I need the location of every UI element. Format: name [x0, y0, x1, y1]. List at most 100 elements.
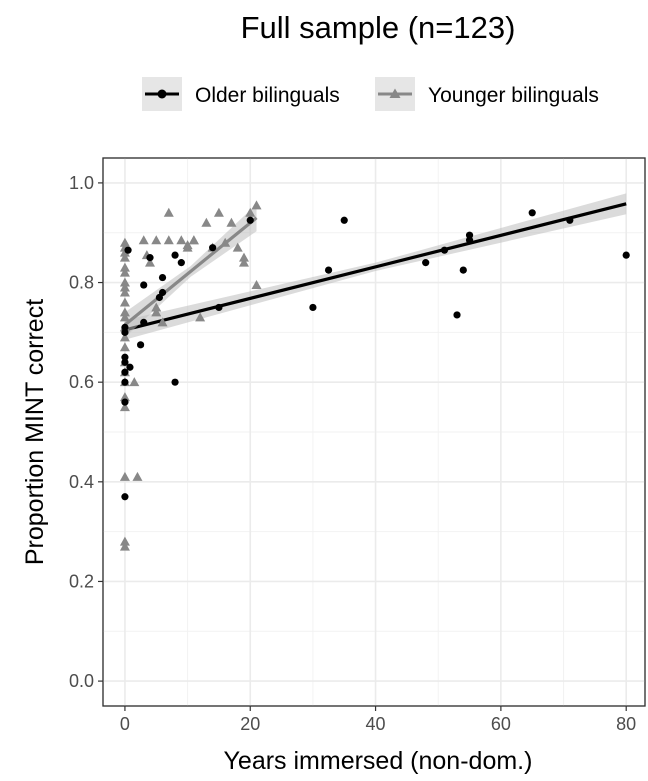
- fit-line-younger: [123, 216, 258, 327]
- y-tick-label: 0.2: [69, 571, 94, 591]
- point-younger: [119, 402, 130, 412]
- point-younger: [195, 312, 206, 322]
- chart-title: Full sample (n=123): [241, 10, 516, 45]
- point-younger: [119, 252, 130, 262]
- point-younger: [151, 235, 162, 245]
- point-older: [209, 244, 217, 252]
- y-axis: 0.0 0.2 0.4 0.6 0.8 1.0: [69, 173, 103, 691]
- point-older: [121, 358, 129, 366]
- y-tick-label: 0.6: [69, 372, 94, 392]
- point-younger: [238, 257, 249, 267]
- point-older: [309, 303, 317, 312]
- point-older: [140, 281, 148, 289]
- point-older: [121, 328, 129, 336]
- point-younger: [238, 252, 249, 262]
- legend-label-younger: Younger bilinguals: [428, 84, 599, 107]
- legend-marker-younger: [389, 88, 401, 98]
- y-tick-label: 0.4: [69, 472, 94, 492]
- point-older: [324, 266, 333, 274]
- point-younger: [119, 247, 130, 257]
- point-younger: [132, 471, 143, 481]
- point-younger: [119, 332, 130, 342]
- point-older: [121, 368, 129, 376]
- point-older: [136, 341, 145, 349]
- point-older: [124, 246, 132, 254]
- legend-label-older: Older bilinguals: [195, 84, 340, 107]
- x-tick-label: 80: [616, 714, 636, 734]
- point-older: [465, 236, 474, 244]
- point-older: [140, 318, 148, 326]
- point-older: [171, 251, 179, 259]
- y-tick-label: 0.0: [69, 671, 94, 691]
- point-younger: [119, 471, 130, 481]
- point-younger: [201, 217, 212, 227]
- point-younger: [163, 207, 174, 217]
- plot-border: [102, 157, 646, 707]
- point-younger: [226, 217, 237, 227]
- point-younger: [151, 307, 162, 317]
- point-younger: [119, 282, 130, 292]
- point-older: [158, 288, 167, 297]
- x-axis: 0 20 40 60 80: [120, 706, 636, 734]
- point-younger: [144, 257, 155, 267]
- legend-marker-older: [157, 89, 167, 99]
- x-tick-label: 0: [120, 714, 130, 734]
- point-older: [121, 353, 129, 361]
- point-older: [528, 209, 536, 217]
- point-younger: [119, 307, 130, 317]
- point-younger: [251, 200, 262, 210]
- point-younger: [119, 541, 130, 551]
- point-younger: [220, 237, 231, 247]
- x-axis-title: Years immersed (non-dom.): [224, 747, 533, 775]
- point-younger: [138, 235, 149, 245]
- point-younger: [119, 297, 130, 307]
- x-tick-label: 40: [366, 714, 386, 734]
- point-older: [121, 398, 129, 406]
- point-older: [453, 311, 461, 319]
- point-younger: [232, 242, 243, 252]
- point-younger: [119, 262, 130, 272]
- point-younger: [119, 287, 130, 297]
- point-older: [440, 246, 449, 254]
- point-younger: [188, 235, 199, 245]
- point-younger: [163, 235, 174, 245]
- point-older: [146, 254, 154, 262]
- point-younger: [176, 235, 187, 245]
- point-younger: [119, 277, 130, 287]
- x-tick-label: 20: [240, 714, 260, 734]
- fit-line-older: [124, 202, 627, 332]
- point-younger: [251, 280, 262, 290]
- y-axis-title: Proportion MINT correct: [21, 299, 49, 565]
- point-younger: [119, 237, 130, 247]
- point-younger: [129, 377, 140, 387]
- point-older: [459, 266, 467, 274]
- x-tick-label: 60: [491, 714, 511, 734]
- point-older: [246, 216, 254, 224]
- point-younger: [151, 302, 162, 312]
- point-older: [465, 231, 474, 239]
- point-older: [340, 216, 348, 224]
- point-older: [121, 323, 129, 331]
- point-older: [177, 259, 185, 267]
- point-older: [171, 378, 179, 386]
- point-younger: [182, 242, 193, 252]
- point-older: [158, 273, 167, 282]
- point-older: [215, 303, 223, 312]
- y-tick-label: 0.8: [69, 273, 94, 293]
- point-older: [126, 363, 134, 371]
- point-younger: [119, 392, 130, 402]
- point-younger: [119, 312, 130, 322]
- y-tick-label: 1.0: [69, 173, 94, 193]
- data-points: [119, 200, 630, 551]
- point-younger: [119, 267, 130, 277]
- point-younger: [213, 207, 224, 217]
- point-older: [121, 493, 129, 501]
- point-younger: [245, 207, 256, 217]
- point-older: [121, 378, 129, 386]
- point-younger: [119, 342, 130, 352]
- legend: Older bilinguals Younger bilinguals: [142, 77, 599, 111]
- point-younger: [157, 317, 168, 327]
- point-older: [422, 259, 430, 267]
- point-older: [566, 216, 574, 224]
